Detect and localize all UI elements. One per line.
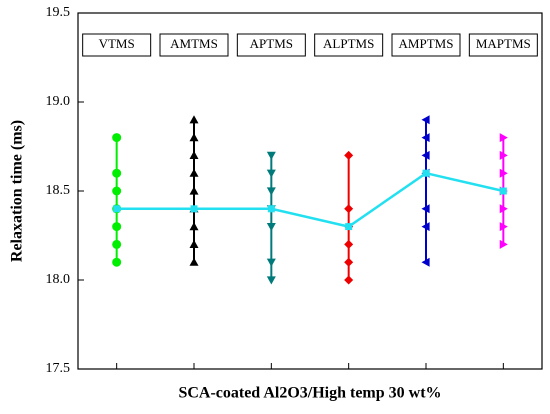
data-point — [266, 276, 276, 285]
data-point — [189, 239, 199, 248]
legend-label: ALPTMS — [323, 36, 374, 51]
legend-label: VTMS — [99, 36, 135, 51]
data-point — [421, 204, 430, 214]
legend-label: AMTMS — [170, 36, 218, 51]
data-point — [421, 133, 430, 143]
data-point — [421, 150, 430, 160]
label-box — [236, 33, 306, 57]
data-point — [112, 186, 122, 196]
label-box — [468, 33, 538, 57]
mean-point — [190, 205, 198, 213]
plot-frame — [77, 12, 543, 370]
label-box — [314, 33, 384, 57]
y-tick-label: 19.5 — [46, 5, 71, 20]
legend-label: APTMS — [250, 36, 293, 51]
y-axis-label: Relaxation time (ms) — [9, 120, 26, 262]
data-point — [344, 275, 354, 285]
data-point — [344, 150, 354, 160]
label-box — [159, 33, 229, 57]
mean-line — [116, 171, 504, 228]
data-point — [266, 187, 276, 196]
data-point — [112, 168, 122, 178]
y-tick-label: 19.0 — [46, 94, 71, 109]
x-axis-label: SCA-coated Al2O3/High temp 30 wt% — [178, 385, 441, 402]
data-point — [189, 222, 199, 231]
data-point — [189, 186, 199, 195]
data-point — [266, 223, 276, 232]
data-point — [421, 257, 430, 267]
data-point — [189, 133, 199, 142]
data-point — [112, 133, 122, 143]
data-point — [266, 169, 276, 178]
y-tick-label: 18.5 — [46, 183, 71, 198]
data-point — [344, 204, 354, 214]
data-point — [344, 257, 354, 267]
legend-label: MAPTMS — [476, 36, 531, 51]
data-point — [499, 204, 508, 214]
data-point — [266, 258, 276, 267]
data-point — [499, 133, 508, 143]
y-tick-label: 17.5 — [46, 361, 71, 376]
data-point — [421, 115, 430, 125]
data-point — [499, 222, 508, 232]
data-point — [189, 168, 199, 177]
mean-point — [113, 205, 121, 213]
data-point — [112, 239, 122, 249]
data-point — [266, 151, 276, 160]
data-point — [499, 239, 508, 249]
mean-point — [422, 169, 430, 177]
data-point — [344, 239, 354, 249]
data-point — [189, 150, 199, 159]
mean-point — [499, 187, 507, 195]
data-point — [499, 168, 508, 178]
data-point — [189, 257, 199, 266]
data-point — [112, 222, 122, 232]
data-point — [189, 115, 199, 124]
legend-label: AMPTMS — [399, 36, 454, 51]
label-box — [82, 33, 152, 57]
data-point — [421, 222, 430, 232]
mean-point — [267, 205, 275, 213]
data-point — [112, 257, 122, 267]
mean-point — [345, 223, 353, 231]
data-point — [499, 150, 508, 160]
label-box — [391, 33, 461, 57]
y-tick-label: 18.0 — [46, 272, 71, 287]
